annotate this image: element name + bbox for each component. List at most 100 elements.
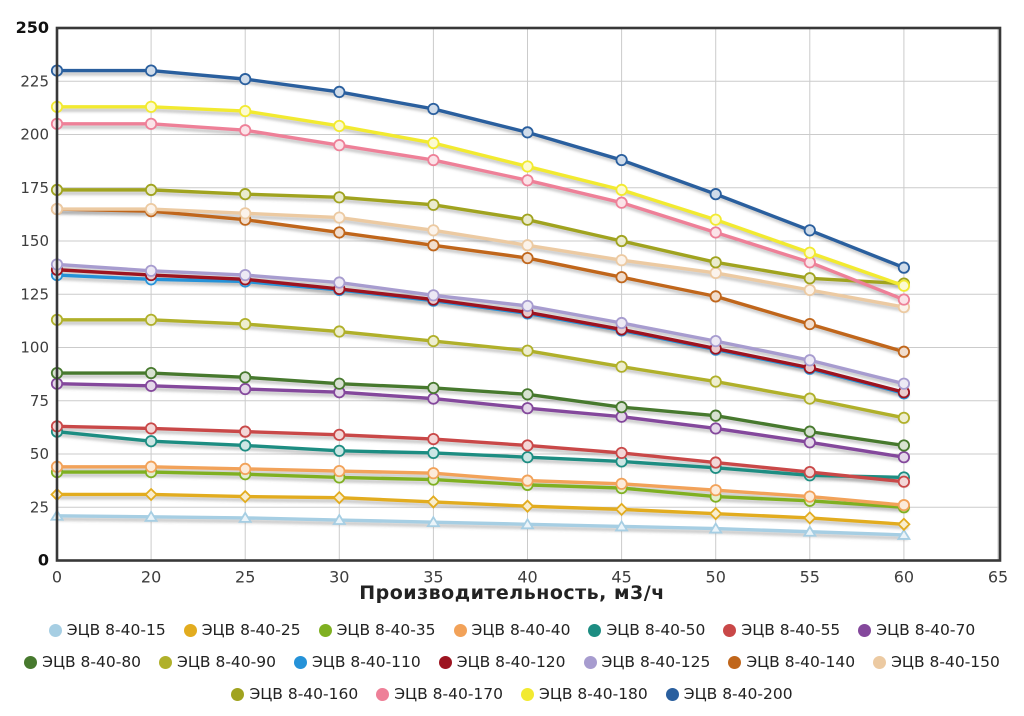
data-point-ecv-8-40-90 bbox=[521, 344, 534, 357]
data-point-ecv-8-40-150 bbox=[709, 266, 722, 280]
data-point-ecv-8-40-90 bbox=[803, 392, 816, 405]
data-point-ecv-8-40-160 bbox=[333, 191, 346, 204]
data-point-ecv-8-40-160 bbox=[803, 272, 816, 285]
legend-item-ecv-8-40-110[interactable]: ЭЦВ 8-40-110 bbox=[293, 649, 421, 675]
data-point-ecv-8-40-80 bbox=[145, 366, 158, 380]
data-point-ecv-8-40-70 bbox=[803, 436, 816, 449]
data-point-ecv-8-40-80 bbox=[897, 439, 911, 452]
data-point-ecv-8-40-125 bbox=[521, 299, 534, 313]
legend-swatch-icon bbox=[438, 655, 452, 669]
data-point-ecv-8-40-55 bbox=[145, 422, 158, 435]
legend-swatch-icon bbox=[521, 687, 534, 701]
data-point-ecv-8-40-200 bbox=[709, 188, 722, 201]
data-point-ecv-8-40-200 bbox=[521, 126, 534, 139]
data-point-ecv-8-40-180 bbox=[239, 104, 252, 118]
series-line-ecv-8-40-90 bbox=[55, 318, 906, 420]
data-point-ecv-8-40-200 bbox=[803, 224, 816, 237]
data-point-ecv-8-40-25 bbox=[614, 502, 629, 517]
data-point-ecv-8-40-40 bbox=[145, 460, 158, 473]
legend-item-ecv-8-40-55[interactable]: ЭЦВ 8-40-55 bbox=[723, 617, 840, 643]
data-point-ecv-8-40-90 bbox=[333, 325, 346, 338]
data-point-ecv-8-40-15 bbox=[238, 511, 253, 523]
data-point-ecv-8-40-140 bbox=[615, 271, 628, 284]
x-tick-label: 0 bbox=[52, 568, 62, 587]
data-point-ecv-8-40-70 bbox=[145, 379, 158, 392]
series-line-ecv-8-40-40 bbox=[55, 465, 906, 507]
legend-item-ecv-8-40-70[interactable]: ЭЦВ 8-40-70 bbox=[858, 617, 975, 643]
data-point-ecv-8-40-125 bbox=[897, 377, 911, 390]
data-point-ecv-8-40-55 bbox=[521, 439, 534, 452]
legend-item-ecv-8-40-180[interactable]: ЭЦВ 8-40-180 bbox=[521, 681, 648, 707]
series-shadows bbox=[57, 71, 909, 541]
data-point-ecv-8-40-25 bbox=[238, 489, 252, 504]
series-line-ecv-8-40-70 bbox=[55, 382, 906, 459]
legend-item-ecv-8-40-160[interactable]: ЭЦВ 8-40-160 bbox=[231, 681, 358, 707]
x-tick-label: 20 bbox=[141, 568, 161, 587]
series-ecv-8-40-70 bbox=[50, 377, 911, 464]
legend-item-ecv-8-40-25[interactable]: ЭЦВ 8-40-25 bbox=[183, 617, 301, 643]
series-ecv-8-40-160 bbox=[50, 183, 911, 290]
data-point-ecv-8-40-180 bbox=[897, 279, 911, 292]
data-point-ecv-8-40-15 bbox=[520, 517, 535, 530]
series-line-ecv-8-40-15 bbox=[55, 514, 906, 537]
series-ecv-8-40-180 bbox=[50, 100, 911, 292]
legend-item-ecv-8-40-125[interactable]: ЭЦВ 8-40-125 bbox=[583, 649, 710, 675]
data-point-ecv-8-40-150 bbox=[521, 239, 534, 252]
series-ecv-8-40-170 bbox=[50, 117, 911, 306]
data-point-ecv-8-40-160 bbox=[145, 183, 158, 196]
legend-item-ecv-8-40-40[interactable]: ЭЦВ 8-40-40 bbox=[453, 617, 570, 643]
legend-item-ecv-8-40-90[interactable]: ЭЦВ 8-40-90 bbox=[159, 649, 276, 675]
legend-item-ecv-8-40-15[interactable]: ЭЦВ 8-40-15 bbox=[48, 617, 166, 643]
data-point-ecv-8-40-55 bbox=[709, 456, 722, 469]
data-point-ecv-8-40-180 bbox=[145, 100, 158, 113]
data-point-ecv-8-40-180 bbox=[709, 213, 722, 226]
data-point-ecv-8-40-125 bbox=[615, 316, 628, 330]
data-point-ecv-8-40-70 bbox=[521, 402, 534, 415]
data-point-ecv-8-40-80 bbox=[333, 377, 346, 390]
data-point-ecv-8-40-50 bbox=[427, 446, 440, 460]
y-axis-labels: 0 25 50 75 100 125 150 175 200 225 250 bbox=[16, 18, 49, 570]
data-point-ecv-8-40-15 bbox=[143, 510, 159, 522]
legend-label: ЭЦВ 8-40-140 bbox=[746, 653, 856, 671]
data-point-ecv-8-40-125 bbox=[333, 276, 346, 289]
data-point-ecv-8-40-160 bbox=[521, 213, 534, 226]
legend-item-ecv-8-40-170[interactable]: ЭЦВ 8-40-170 bbox=[376, 681, 503, 707]
series-line-ecv-8-40-55 bbox=[55, 424, 906, 484]
series-line-ecv-8-40-140 bbox=[55, 207, 906, 354]
data-point-ecv-8-40-90 bbox=[145, 313, 158, 326]
data-point-ecv-8-40-125 bbox=[803, 354, 816, 367]
data-point-ecv-8-40-70 bbox=[239, 382, 252, 396]
data-point-ecv-8-40-80 bbox=[615, 401, 628, 414]
data-point-ecv-8-40-125 bbox=[239, 268, 252, 282]
data-point-ecv-8-40-25 bbox=[426, 495, 441, 509]
legend-label: ЭЦВ 8-40-150 bbox=[891, 653, 1000, 671]
legend-item-ecv-8-40-200[interactable]: ЭЦВ 8-40-200 bbox=[665, 681, 793, 707]
y-tick-label: 0 bbox=[38, 551, 49, 570]
legend-swatch-icon bbox=[588, 623, 602, 637]
data-point-ecv-8-40-160 bbox=[615, 234, 628, 248]
data-point-ecv-8-40-90 bbox=[897, 411, 911, 424]
legend-item-ecv-8-40-150[interactable]: ЭЦВ 8-40-150 bbox=[873, 649, 1000, 675]
legend-item-ecv-8-40-80[interactable]: ЭЦВ 8-40-80 bbox=[24, 649, 141, 675]
legend-item-ecv-8-40-50[interactable]: ЭЦВ 8-40-50 bbox=[588, 617, 705, 643]
x-tick-label: 30 bbox=[329, 568, 349, 587]
legend-item-ecv-8-40-140[interactable]: ЭЦВ 8-40-140 bbox=[728, 649, 855, 675]
legend-item-ecv-8-40-120[interactable]: ЭЦВ 8-40-120 bbox=[438, 649, 566, 675]
x-tick-label: 35 bbox=[423, 568, 443, 587]
legend-swatch-icon bbox=[24, 655, 38, 669]
data-point-ecv-8-40-140 bbox=[803, 317, 816, 331]
legend-swatch-icon bbox=[723, 623, 737, 637]
chart-legend: ЭЦВ 8-40-15 ЭЦВ 8-40-25 ЭЦВ 8-40-35 ЭЦВ 8-4… bbox=[7, 614, 1017, 710]
data-point-ecv-8-40-80 bbox=[521, 388, 534, 401]
data-point-ecv-8-40-150 bbox=[615, 254, 628, 267]
series-ecv-8-40-15 bbox=[49, 509, 912, 540]
data-point-ecv-8-40-140 bbox=[333, 226, 346, 239]
data-point-ecv-8-40-200 bbox=[427, 102, 440, 116]
legend-item-ecv-8-40-35[interactable]: ЭЦВ 8-40-35 bbox=[318, 617, 436, 643]
data-point-ecv-8-40-170 bbox=[615, 196, 628, 209]
y-tick-label: 125 bbox=[20, 285, 49, 303]
series-line-ecv-8-40-200 bbox=[55, 68, 906, 270]
y-tick-label: 75 bbox=[30, 392, 49, 410]
data-point-ecv-8-40-160 bbox=[239, 188, 252, 201]
